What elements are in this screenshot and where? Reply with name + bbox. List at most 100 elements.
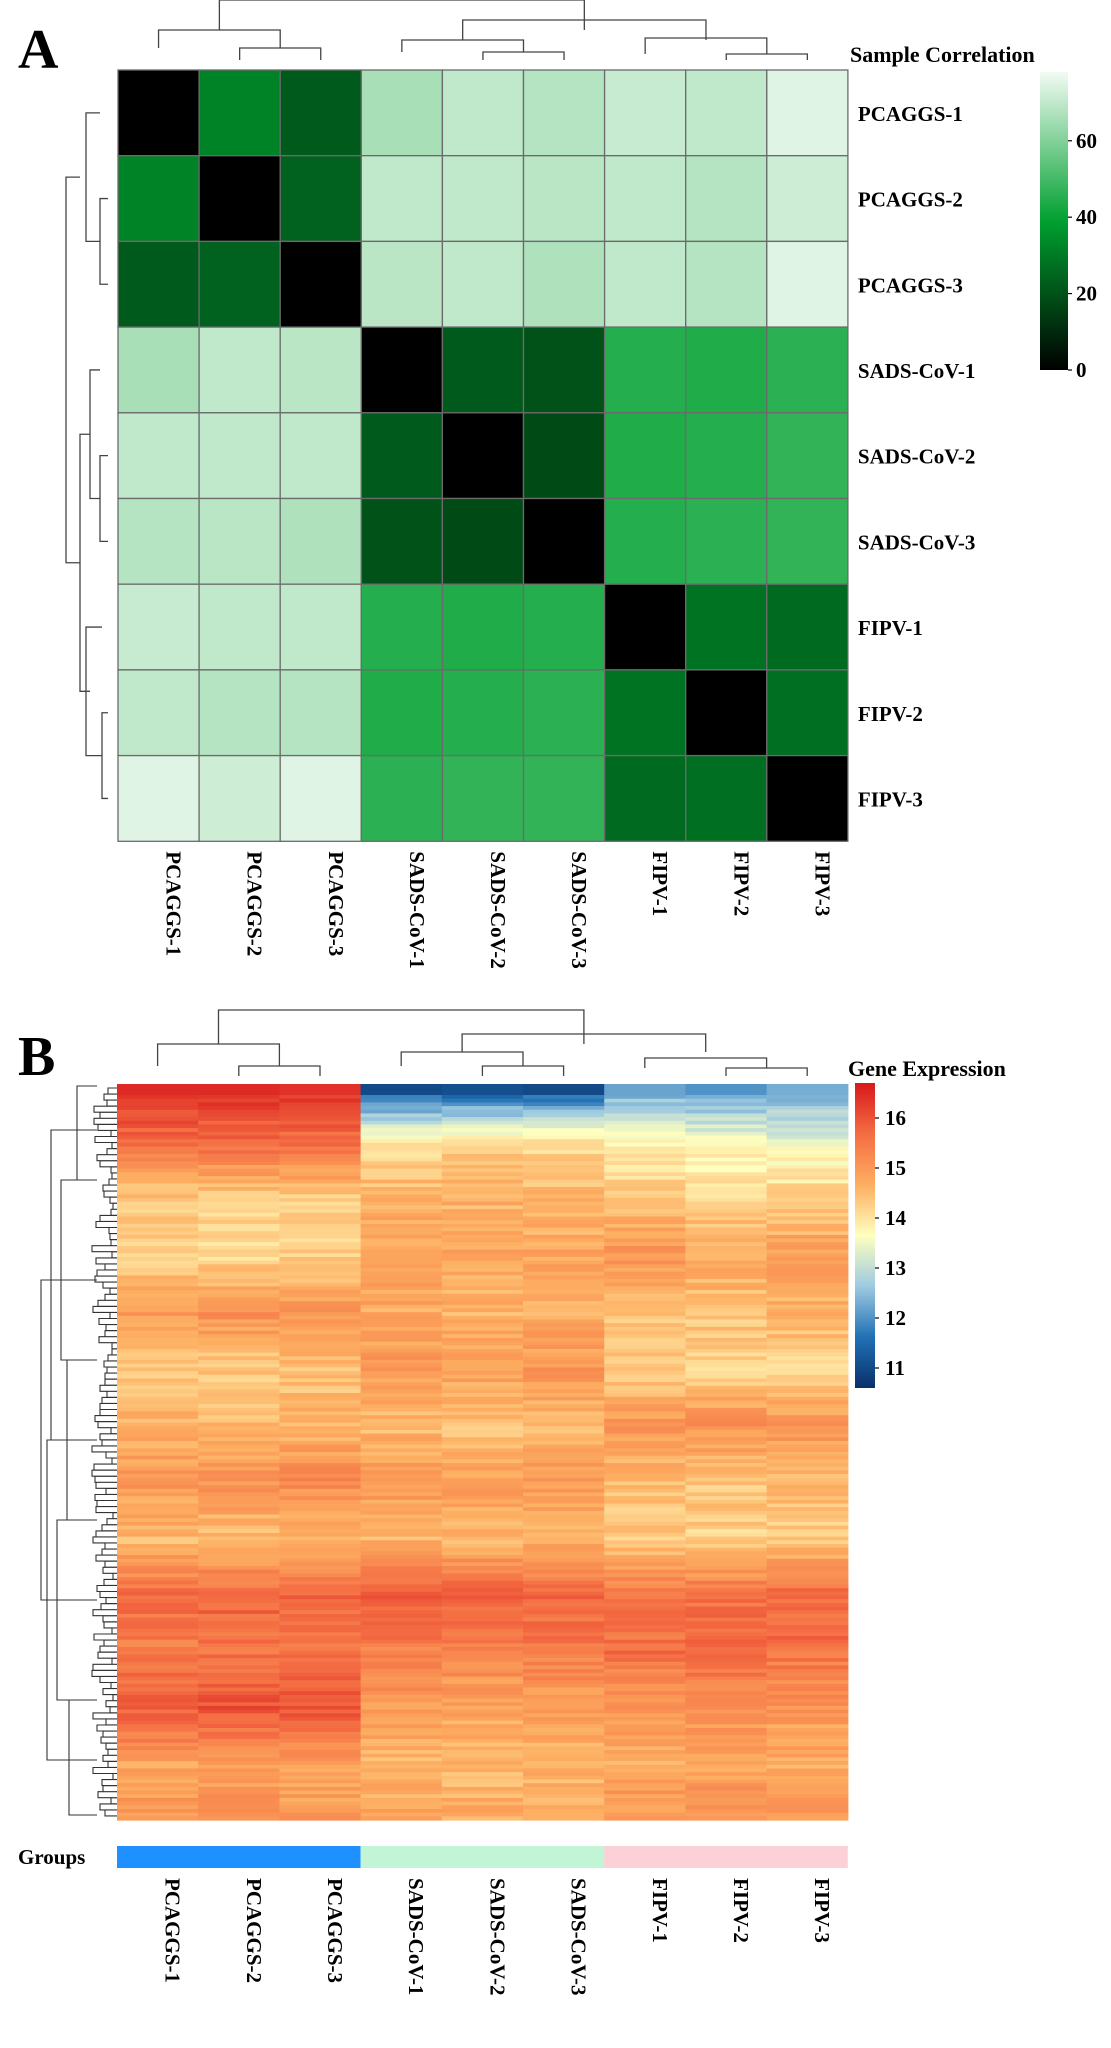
expression-cell	[523, 1698, 605, 1703]
expression-cell	[279, 1547, 362, 1552]
correlation-cell	[360, 326, 444, 414]
expression-cell	[523, 1812, 605, 1817]
expression-cell	[441, 1599, 524, 1604]
expression-cell	[685, 1610, 768, 1615]
expression-cell	[523, 1558, 605, 1563]
expression-cell	[279, 1643, 362, 1648]
expression-cell	[360, 1669, 443, 1674]
expression-cell	[117, 1772, 199, 1777]
expression-cell	[604, 1249, 686, 1254]
expression-cell	[604, 1801, 686, 1806]
expression-cell	[198, 1319, 280, 1324]
expression-cell	[766, 1334, 849, 1339]
expression-cell	[766, 1739, 849, 1744]
expression-cell	[604, 1190, 686, 1195]
expression-cell	[198, 1172, 280, 1177]
expression-cell	[523, 1319, 605, 1324]
expression-cell	[279, 1518, 362, 1523]
expression-cell	[766, 1142, 849, 1148]
expression-cell	[441, 1142, 524, 1148]
expression-cell	[117, 1639, 199, 1644]
expression-cell	[279, 1179, 362, 1184]
expression-cell	[360, 1330, 443, 1335]
expression-cell	[685, 1588, 768, 1593]
expression-cell	[279, 1367, 362, 1372]
expression-cell	[360, 1422, 443, 1427]
expression-cell	[117, 1337, 199, 1343]
expression-cell	[441, 1242, 524, 1247]
expression-cell	[685, 1474, 768, 1479]
expression-cell	[117, 1757, 199, 1762]
expression-cell	[766, 1724, 849, 1729]
expression-cell	[198, 1783, 280, 1788]
expression-cell	[198, 1761, 280, 1766]
expression-cell	[198, 1510, 280, 1516]
expression-cell	[117, 1253, 199, 1258]
expression-cell	[604, 1422, 686, 1427]
expression-cell	[360, 1360, 443, 1365]
expression-cell	[198, 1268, 280, 1273]
expression-cell	[441, 1223, 524, 1229]
expression-cell	[279, 1106, 362, 1111]
expression-cell	[685, 1286, 768, 1291]
expression-cell	[117, 1705, 199, 1711]
expression-cell	[198, 1271, 280, 1276]
expression-cell	[360, 1297, 443, 1302]
expression-cell	[279, 1584, 362, 1589]
expression-cell	[523, 1176, 605, 1181]
expression-cell	[441, 1610, 524, 1615]
expression-cell	[685, 1812, 768, 1817]
expression-cell	[279, 1098, 362, 1103]
expression-cell	[441, 1367, 524, 1372]
expression-cell	[766, 1216, 849, 1221]
expression-cell	[198, 1194, 280, 1199]
expression-cell	[441, 1816, 524, 1821]
expression-cell	[604, 1794, 686, 1799]
expression-cell	[685, 1179, 768, 1184]
expression-cell	[523, 1724, 605, 1729]
expression-cell	[523, 1555, 605, 1560]
expression-cell	[117, 1201, 199, 1207]
correlation-cell	[603, 69, 687, 157]
expression-cell	[441, 1591, 524, 1597]
expression-cell	[523, 1139, 605, 1144]
expression-cell	[360, 1216, 443, 1221]
expression-cell	[117, 1312, 199, 1317]
expression-cell	[441, 1808, 524, 1814]
expression-cell	[360, 1485, 443, 1490]
expression-cell	[279, 1396, 362, 1402]
expression-cell	[604, 1404, 686, 1409]
expression-cell	[117, 1238, 199, 1243]
expression-cell	[117, 1117, 199, 1122]
expression-cell	[604, 1599, 686, 1604]
expression-cell	[360, 1301, 443, 1306]
expression-cell	[279, 1393, 362, 1398]
expression-cell	[766, 1164, 849, 1170]
expression-cell	[604, 1179, 686, 1184]
expression-cell	[198, 1591, 280, 1597]
expression-cell	[523, 1496, 605, 1501]
group-bar-segment	[117, 1846, 361, 1868]
expression-cell	[360, 1639, 443, 1644]
expression-cell	[441, 1238, 524, 1243]
expression-cell	[523, 1271, 605, 1276]
expression-cell	[360, 1753, 443, 1759]
expression-cell	[117, 1334, 199, 1339]
expression-cell	[360, 1544, 443, 1549]
expression-cell	[685, 1194, 768, 1199]
panel-b-col-label: FIPV-1	[648, 1878, 672, 1943]
expression-cell	[766, 1801, 849, 1806]
dendrogram-branch	[725, 1067, 808, 1076]
expression-cell	[604, 1639, 686, 1644]
expression-cell	[766, 1109, 849, 1115]
expression-cell	[766, 1264, 849, 1269]
expression-cell	[360, 1293, 443, 1299]
expression-cell	[685, 1532, 768, 1538]
expression-cell	[117, 1610, 199, 1615]
expression-cell	[604, 1429, 686, 1435]
expression-cell	[198, 1529, 280, 1534]
expression-cell	[279, 1510, 362, 1516]
expression-cell	[279, 1227, 362, 1232]
expression-cell	[685, 1566, 768, 1571]
expression-cell	[604, 1772, 686, 1777]
